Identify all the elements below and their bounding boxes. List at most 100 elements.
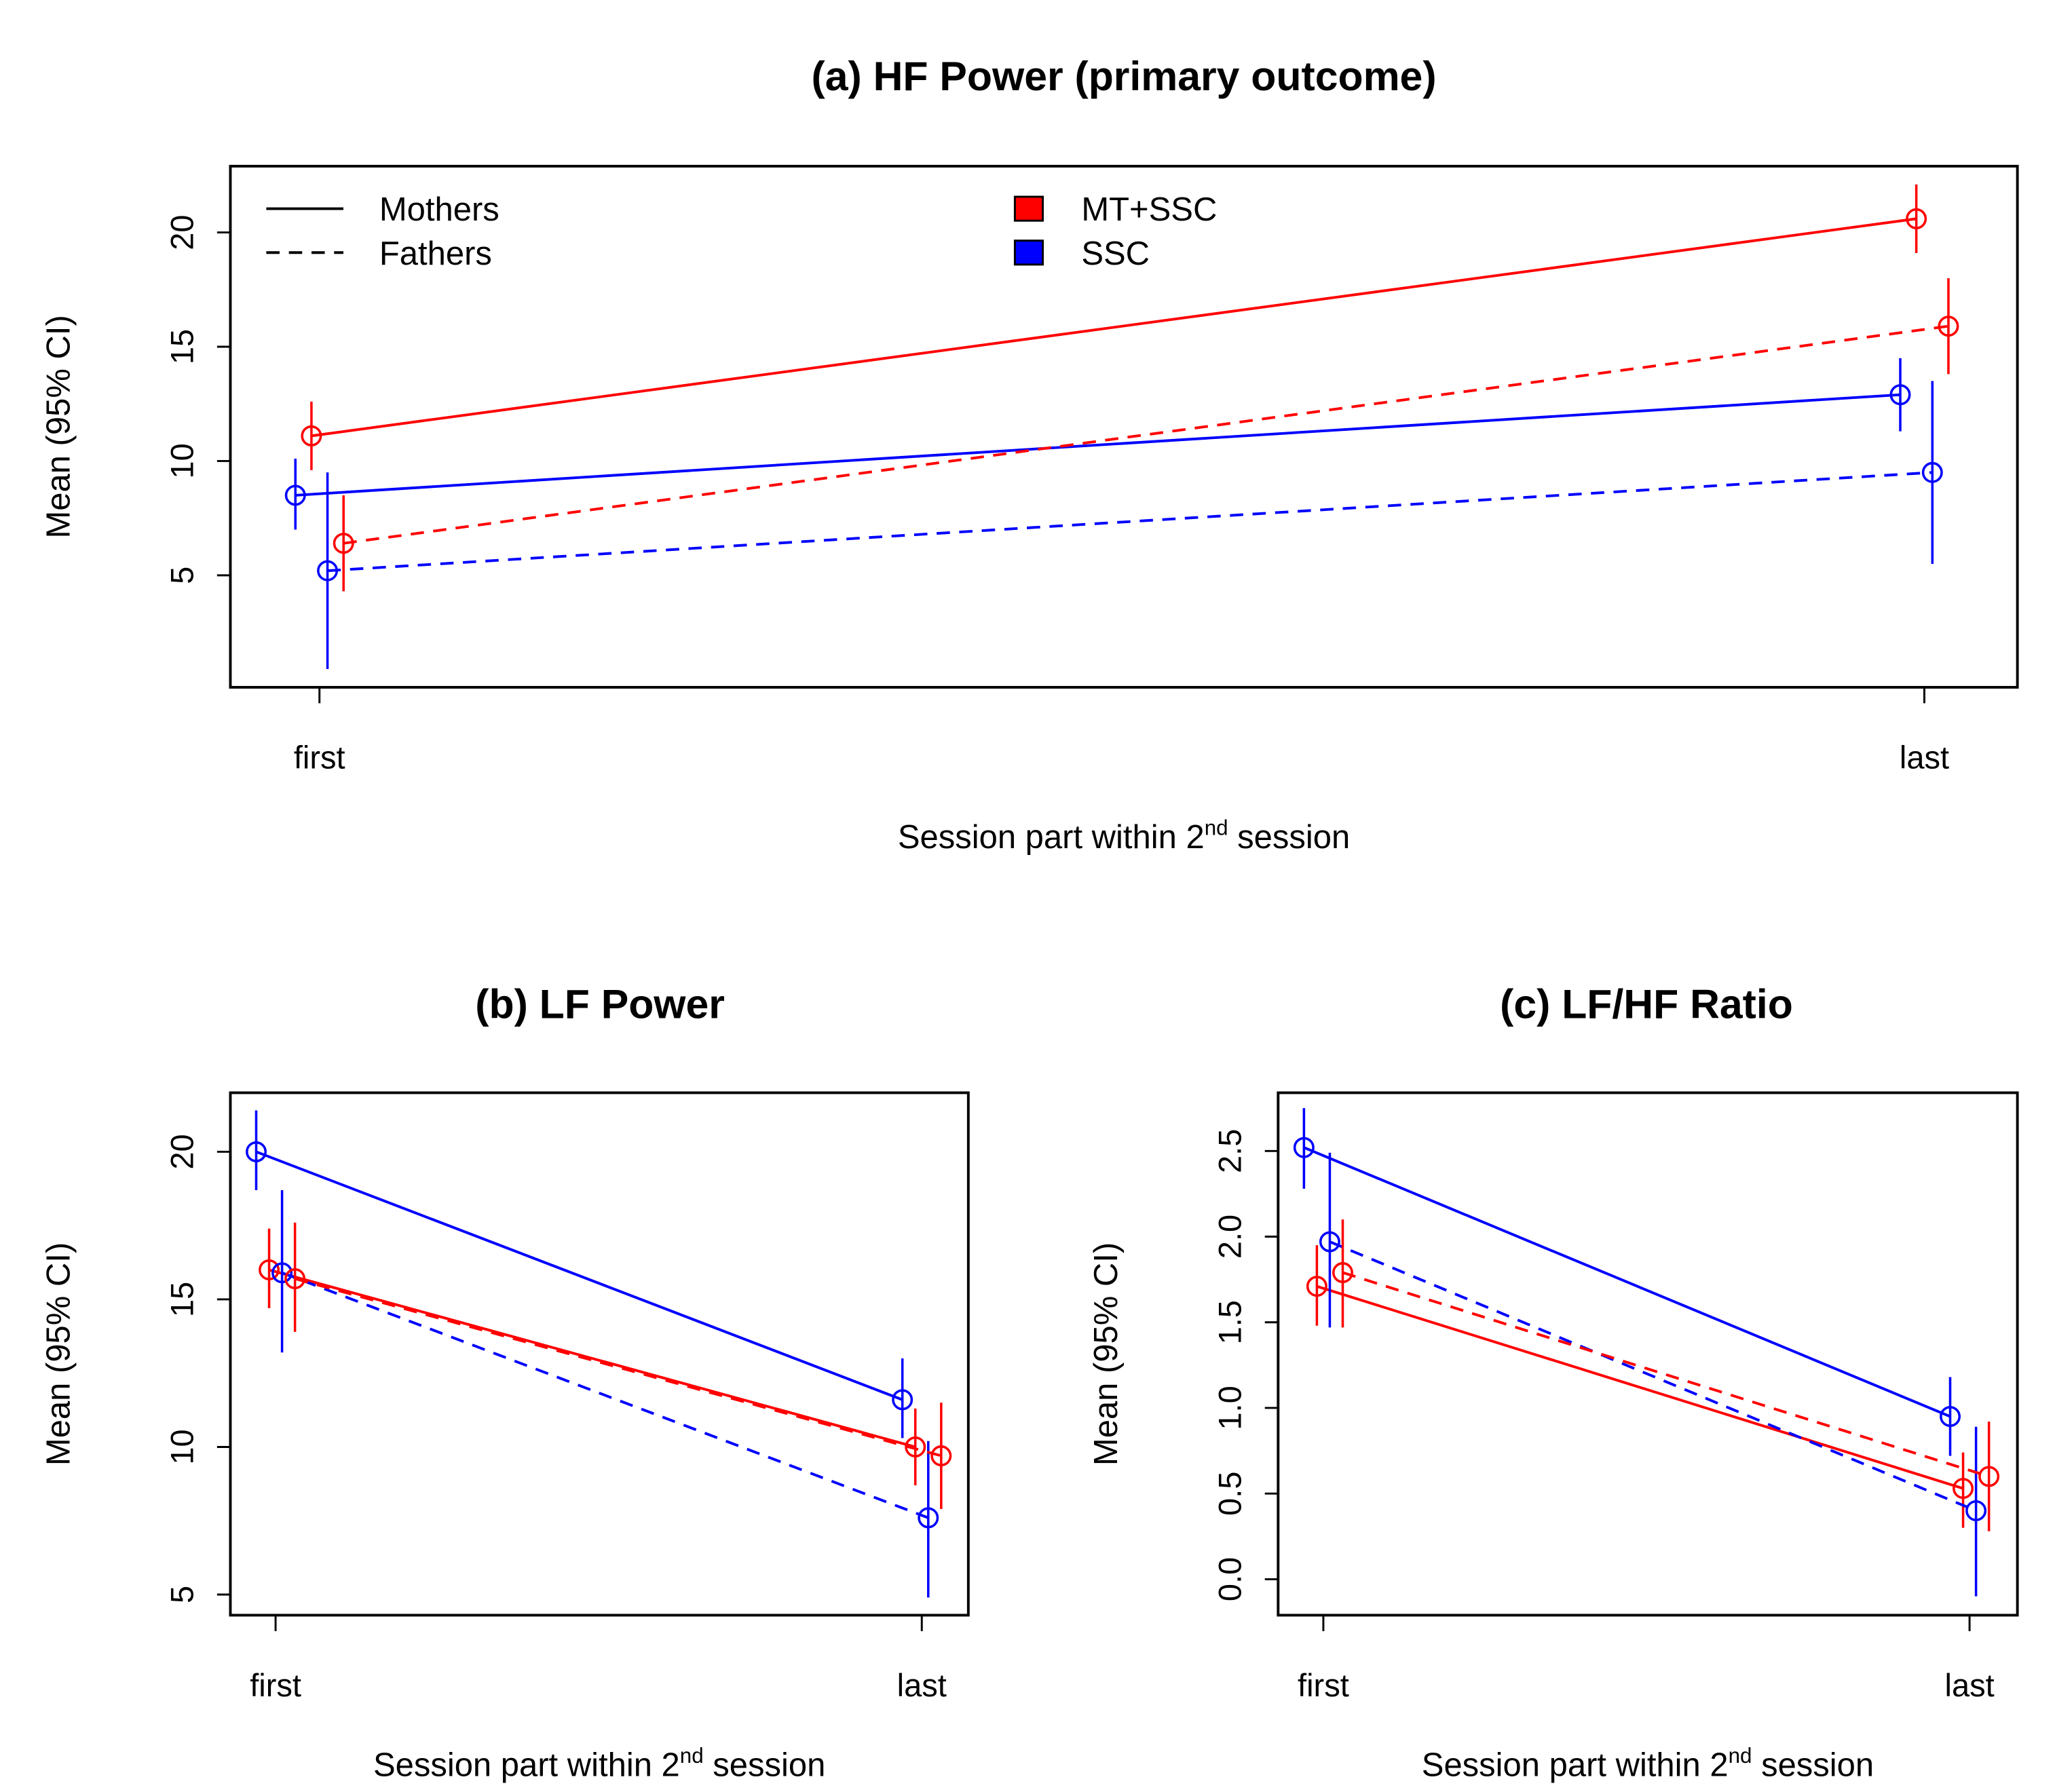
x-axis-label-tail: session [704, 1747, 826, 1783]
x-axis-label-tail: session [1752, 1747, 1874, 1783]
series-ssc-mothers [284, 358, 1911, 530]
legend-label: Fathers [379, 235, 492, 272]
panel-1: (b) LF Power 5 10 15 20 Mean (95% CI) first las… [40, 981, 970, 1784]
series-mt-ssc-fathers [284, 1222, 952, 1509]
y-tick-label: 20 [164, 1134, 200, 1169]
chart-title: (b) LF Power [475, 981, 725, 1027]
data-point [333, 533, 354, 554]
x-axis-label-main: Session part within 2 [373, 1747, 680, 1783]
y-axis-label: Mean (95% CI) [40, 315, 77, 538]
y-tick-label: 2.5 [1211, 1129, 1247, 1173]
x-tick-label: last [1945, 1667, 1995, 1703]
series-line [1342, 1271, 1990, 1478]
series-line [1316, 1284, 1964, 1490]
data-point [918, 1507, 939, 1529]
legend-label: SSC [1081, 235, 1150, 272]
series-ssc-fathers [271, 1190, 939, 1598]
data-point [284, 1268, 306, 1289]
data-point [1332, 1262, 1353, 1284]
plot-frame [1277, 1091, 2019, 1617]
legend-color-swatch [1013, 195, 1044, 222]
series-ssc-fathers [317, 381, 1943, 669]
x-axis-label-main: Session part within 2 [898, 819, 1205, 856]
series-line [1303, 1146, 1951, 1418]
series-line [343, 324, 1949, 545]
data-point [1906, 208, 1927, 229]
x-axis-label-superscript: nd [680, 1744, 704, 1768]
series-mt-ssc-mothers [301, 184, 1927, 470]
panel-0: (a) HF Power (primary outcome) 5 10 15 20 Mea… [40, 53, 2019, 856]
y-tick-label: 0.5 [1211, 1472, 1247, 1516]
x-axis-label-superscript: nd [1729, 1744, 1752, 1768]
panel-2: (c) LF/HF Ratio 0.0 0.5 1.0 1.5 2.0 2.5 Mean (9… [1088, 981, 2019, 1784]
y-axis-label: Mean (95% CI) [1088, 1242, 1125, 1466]
series-line [1329, 1240, 1977, 1512]
y-tick-label: 10 [164, 443, 200, 478]
legend-color-swatch [1013, 240, 1044, 266]
series-mt-ssc-fathers [333, 278, 1959, 592]
series-ssc-fathers [1319, 1152, 1987, 1597]
series-line [295, 393, 1901, 497]
y-tick-label: 15 [164, 1282, 200, 1317]
series-mt-ssc-mothers [1306, 1245, 1974, 1528]
data-point [1319, 1231, 1340, 1253]
x-axis-label-main: Session part within 2 [1422, 1747, 1729, 1783]
plot-frame [229, 164, 2019, 689]
series-ssc-mothers [1293, 1108, 1961, 1456]
data-point [1978, 1466, 2000, 1487]
data-point [271, 1262, 293, 1284]
data-point [1293, 1137, 1315, 1158]
y-tick-label: 5 [164, 1586, 200, 1603]
data-point [259, 1259, 280, 1280]
series-line [281, 1271, 929, 1519]
x-tick-label: last [897, 1667, 947, 1703]
x-tick-label: first [294, 739, 345, 775]
data-point [1965, 1500, 1987, 1521]
series-line [311, 217, 1917, 438]
data-point [246, 1141, 267, 1162]
x-axis-label: Session part within 2nd session [898, 816, 1350, 856]
x-tick-label: first [1298, 1667, 1349, 1703]
legend-label: Mothers [379, 191, 499, 228]
data-point [301, 425, 322, 446]
data-point [930, 1445, 952, 1466]
x-tick-label: first [250, 1667, 301, 1703]
x-tick-label: last [1900, 739, 1949, 775]
series-ssc-mothers [246, 1110, 913, 1438]
data-point [1953, 1478, 1974, 1500]
data-point [892, 1389, 913, 1411]
x-axis-label-tail: session [1228, 819, 1351, 856]
series-line [255, 1150, 903, 1401]
chart-title: (a) HF Power (primary outcome) [812, 53, 1437, 99]
y-tick-label: 15 [164, 329, 200, 364]
y-tick-label: 0.0 [1211, 1557, 1247, 1601]
data-point [284, 484, 306, 506]
data-point [1921, 461, 1943, 483]
series-line [269, 1268, 916, 1449]
y-tick-label: 20 [164, 214, 200, 250]
data-point [1889, 384, 1911, 406]
legend-label: MT+SSC [1081, 191, 1217, 228]
y-axis-label: Mean (95% CI) [40, 1242, 77, 1466]
y-tick-label: 5 [164, 567, 200, 584]
series-line [327, 471, 1933, 573]
data-point [1938, 316, 1959, 337]
legend: Mothers Fathers MT+SSC SSC [266, 191, 1217, 272]
x-axis-label-superscript: nd [1205, 816, 1228, 839]
plot-frame [229, 1091, 970, 1617]
x-axis-label: Session part within 2nd session [373, 1744, 825, 1784]
data-point [1306, 1276, 1327, 1297]
series-mt-ssc-fathers [1332, 1219, 2000, 1531]
data-point [317, 560, 339, 582]
series-mt-ssc-mothers [259, 1228, 926, 1486]
y-tick-label: 1.0 [1211, 1386, 1247, 1430]
series-line [295, 1277, 942, 1457]
chart-title: (c) LF/HF Ratio [1500, 981, 1793, 1027]
x-axis-label: Session part within 2nd session [1422, 1744, 1874, 1784]
y-tick-label: 1.5 [1211, 1300, 1247, 1344]
y-tick-label: 2.0 [1211, 1215, 1247, 1259]
data-point [1940, 1406, 1961, 1428]
y-tick-label: 10 [164, 1429, 200, 1464]
